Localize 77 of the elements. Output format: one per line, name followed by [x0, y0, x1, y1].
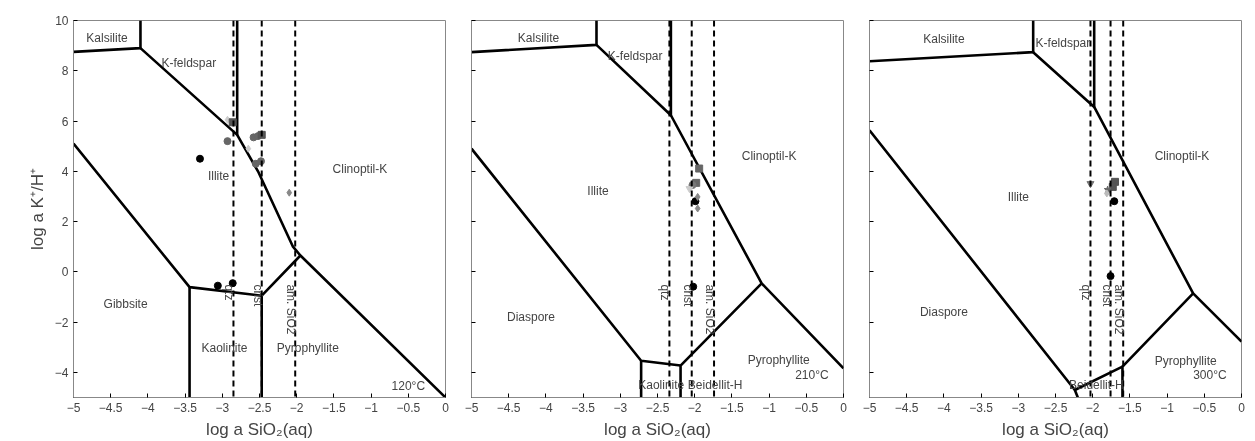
x-tick-label: −2	[289, 400, 304, 415]
x-axis-title: log a SiO₂(aq)	[604, 419, 711, 439]
x-tick-label: −0.5	[794, 400, 819, 415]
x-tick-label: −3.5	[969, 400, 994, 415]
x-tick-label: −1.5	[720, 400, 745, 415]
annotation: Kalsilite	[86, 31, 128, 46]
y-tick-label: 2	[61, 215, 69, 230]
x-tick-label: −3.5	[173, 400, 198, 415]
x-tick-label: −4.5	[894, 400, 919, 415]
annotation: K-feldspar	[607, 48, 663, 63]
annotation: K-feldspar	[161, 56, 217, 71]
y-tick-label: 8	[61, 64, 69, 79]
annotation: Pyrophyllite	[1154, 353, 1218, 368]
annotation: 300°C	[1193, 367, 1227, 382]
x-tick-label: −2	[687, 400, 702, 415]
y-tick-label: 4	[61, 164, 69, 179]
x-tick-label: −2	[1085, 400, 1100, 415]
x-tick-label: −4.5	[496, 400, 521, 415]
ref-line-label: am. SiO2	[703, 284, 718, 335]
annotation: Illite	[587, 184, 609, 199]
x-tick-label: −2.5	[645, 400, 670, 415]
x-tick-label: −1	[762, 400, 777, 415]
x-tick-label: 0	[1238, 400, 1246, 415]
x-tick-label: −4	[539, 400, 554, 415]
y-tick-label: −2	[54, 315, 69, 330]
annotation: Clinoptil-K	[1154, 149, 1210, 164]
x-tick-label: −5	[862, 400, 877, 415]
x-tick-label: 0	[442, 400, 450, 415]
x-tick-label: −5	[464, 400, 479, 415]
annotation: 120°C	[391, 379, 426, 394]
ref-line-label: crist	[680, 284, 695, 308]
x-tick-label: −5	[66, 400, 81, 415]
ref-line-label: crist	[250, 284, 265, 308]
x-tick-label: −1.5	[322, 400, 347, 415]
x-tick-label: −1	[364, 400, 379, 415]
ref-line-label: qtz	[222, 284, 237, 301]
x-tick-label: −3	[1011, 400, 1026, 415]
ref-line-label: am. SiO2	[1112, 284, 1127, 335]
x-tick-label: −4	[141, 400, 156, 415]
x-tick-label: −2.5	[1043, 400, 1068, 415]
annotation: Kalsilite	[923, 32, 965, 47]
x-tick-label: −4.5	[98, 400, 123, 415]
x-tick-label: −4	[937, 400, 952, 415]
x-tick-label: −3.5	[571, 400, 596, 415]
y-axis-title: log a K⁺/H⁺	[27, 168, 47, 250]
y-tick-label: −4	[54, 365, 69, 380]
x-tick-label: −1.5	[1118, 400, 1143, 415]
annotation: Clinoptil-K	[741, 149, 797, 164]
annotation: Kalsilite	[517, 31, 560, 46]
annotation: Kaolinite	[201, 341, 248, 356]
x-tick-label: −1	[1160, 400, 1175, 415]
annotation: Diaspore	[919, 304, 969, 319]
x-tick-label: −3	[215, 400, 230, 415]
y-tick-label: 10	[55, 14, 69, 28]
annotation: Pyrophyllite	[276, 341, 340, 356]
ref-line-label: crist	[1099, 284, 1114, 308]
annotation: Illite	[207, 169, 230, 184]
annotation: Diaspore	[507, 310, 556, 325]
ref-line-label: qtz	[1079, 284, 1094, 301]
y-tick-label: 6	[61, 114, 69, 129]
annotation: Clinoptil-K	[332, 161, 388, 176]
x-tick-label: −0.5	[1192, 400, 1217, 415]
ref-line-label: am. SiO2	[284, 284, 299, 335]
x-tick-label: −0.5	[396, 400, 421, 415]
x-tick-label: −3	[613, 400, 628, 415]
annotation: Gibbsite	[103, 297, 148, 312]
annotation: 210°C	[795, 367, 829, 382]
annotation: K-feldspar	[1035, 36, 1091, 51]
x-tick-label: 0	[840, 400, 848, 415]
y-tick-label: 0	[61, 265, 69, 280]
ref-line-label: qtz	[658, 284, 673, 301]
x-axis-title: log a SiO₂(aq)	[1002, 419, 1109, 439]
annotation: Beidellit-H	[687, 378, 743, 393]
x-axis-title: log a SiO₂(aq)	[206, 419, 313, 439]
x-tick-label: −2.5	[247, 400, 272, 415]
annotation: Illite	[1007, 189, 1030, 204]
annotation: Pyrophyllite	[747, 352, 811, 367]
